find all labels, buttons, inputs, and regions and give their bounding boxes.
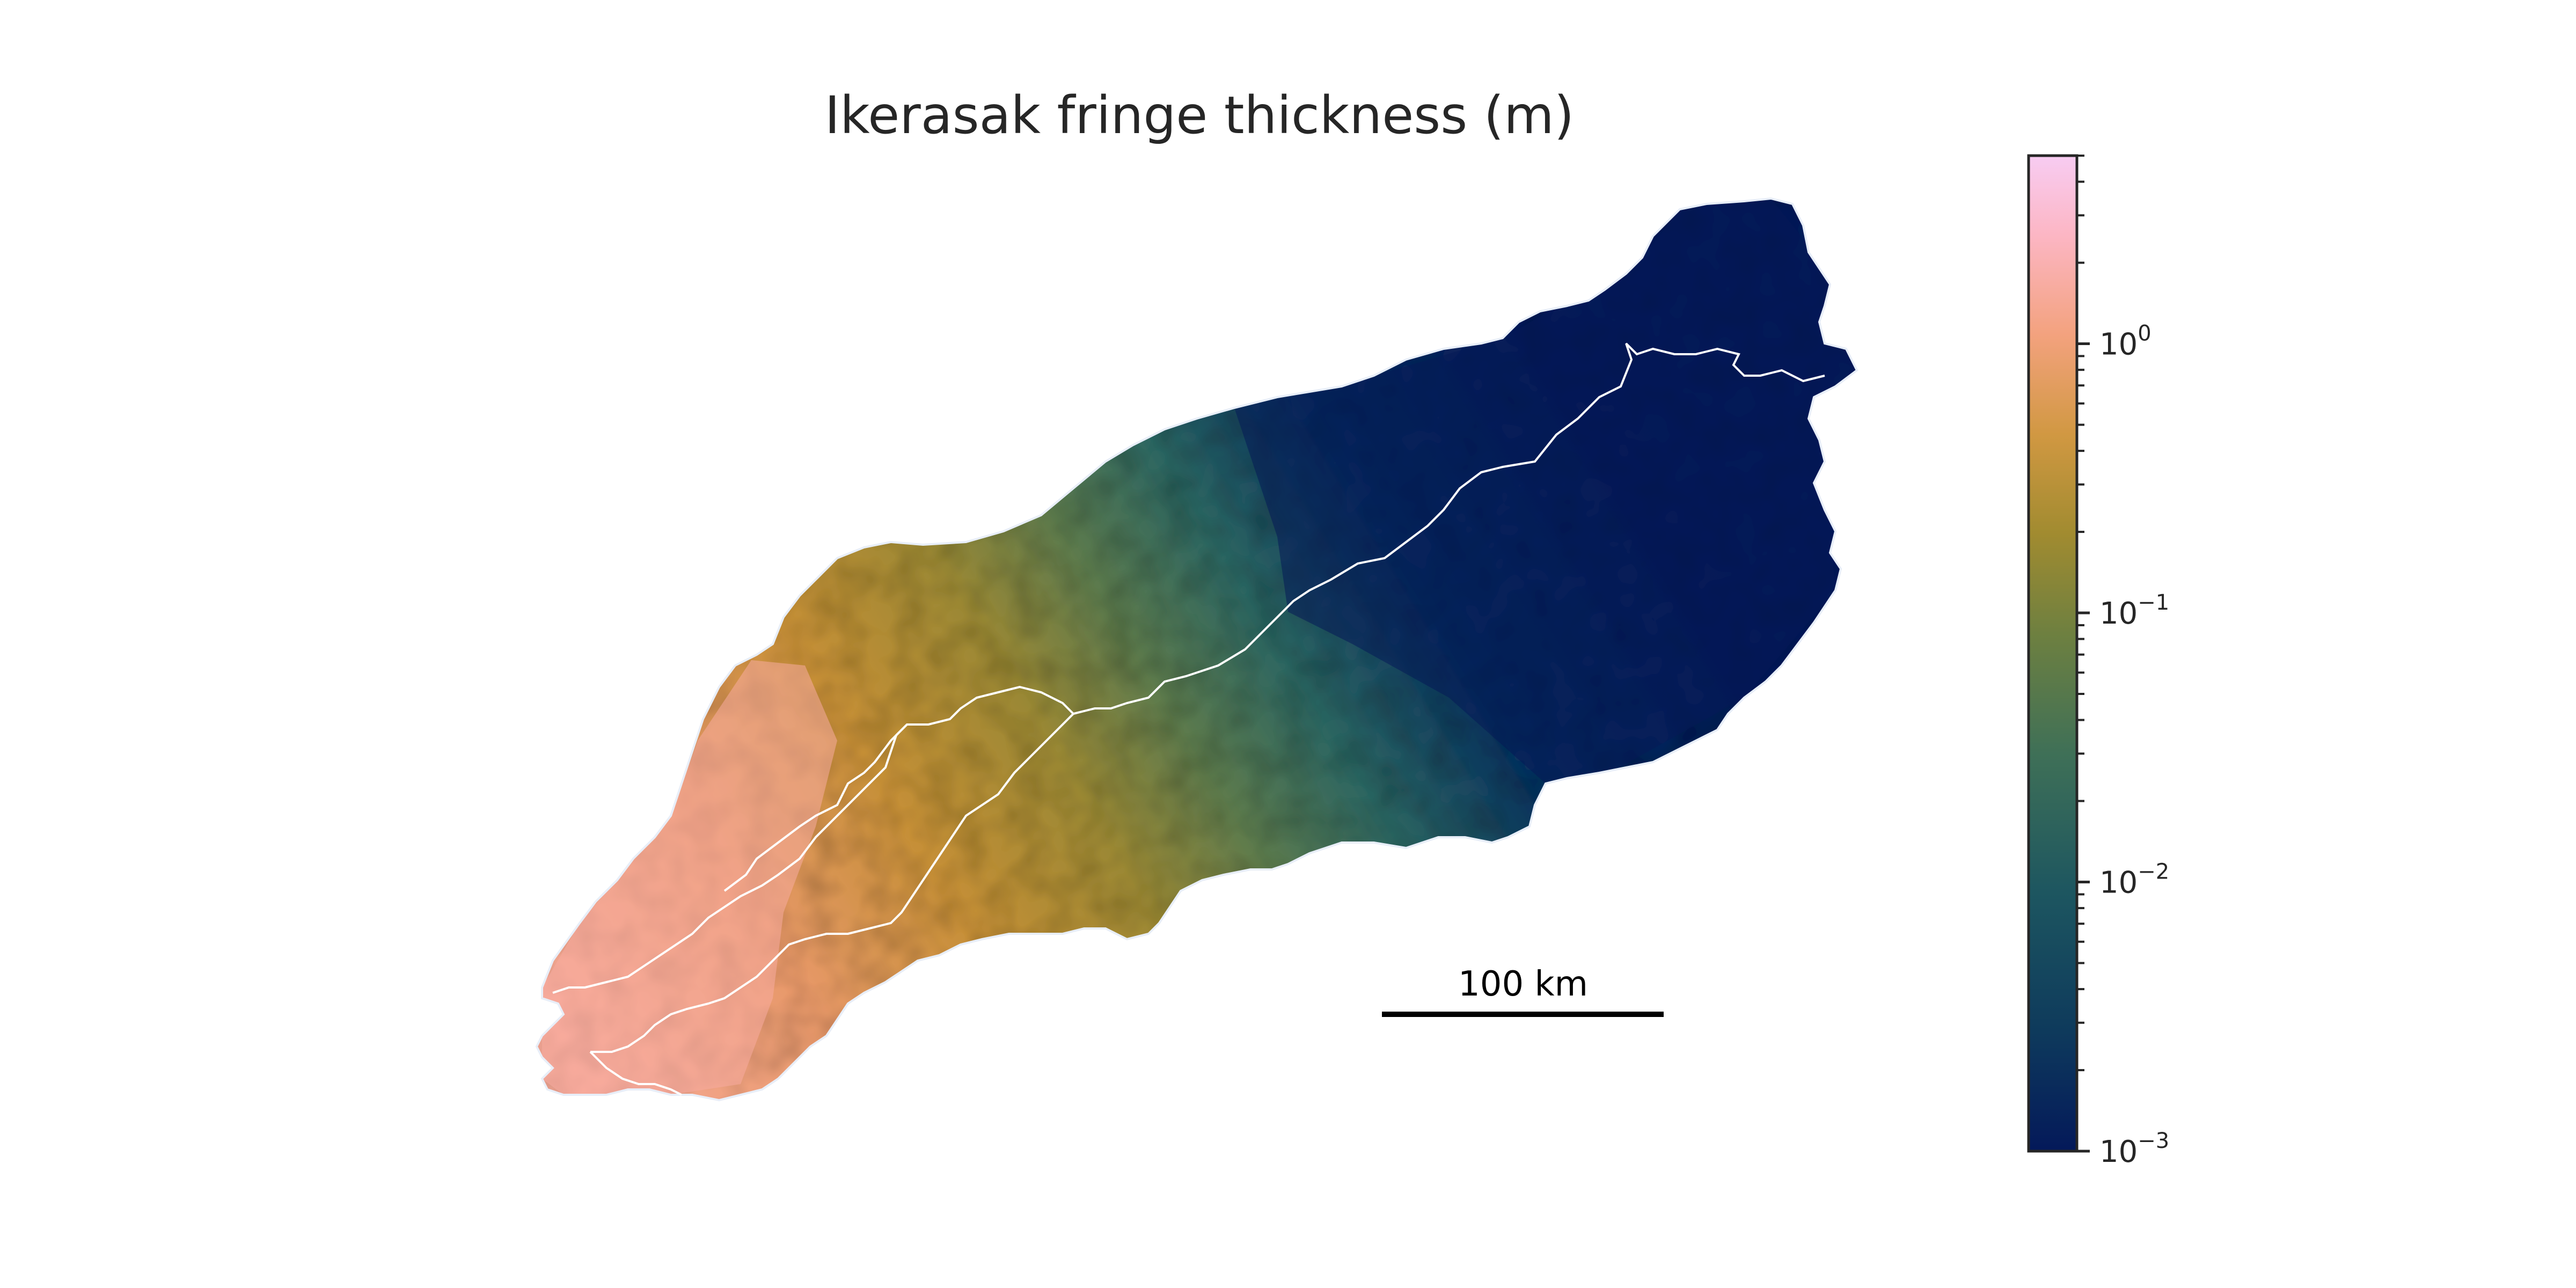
- scale-bar: 100 km: [1382, 964, 1664, 1017]
- scale-bar-label: 100 km: [1458, 964, 1588, 1004]
- glacier-outline: [535, 197, 1858, 1102]
- flowline-main: [552, 342, 1825, 994]
- colorbar-tick-label: 10−2: [2099, 860, 2169, 901]
- colorbar-labels: 100 10−1 10−2 10−3: [2099, 321, 2169, 1169]
- colorbar-ticks: [2077, 155, 2090, 1153]
- map-title: Ikerasak fringe thickness (m): [825, 85, 1575, 145]
- colorbar-tick-label: 10−3: [2099, 1129, 2169, 1169]
- flowline-mid: [723, 723, 908, 892]
- flowline-tip: [589, 1051, 682, 1096]
- colorbar-tick-label: 100: [2099, 321, 2151, 362]
- colorbar: 100 10−1 10−2 10−3: [2027, 154, 2169, 1169]
- flowline-south: [590, 713, 1074, 1053]
- glacier-map: [535, 197, 1858, 1102]
- colorbar-tick-label: 10−1: [2099, 590, 2169, 631]
- colorbar-gradient: [2027, 154, 2079, 1153]
